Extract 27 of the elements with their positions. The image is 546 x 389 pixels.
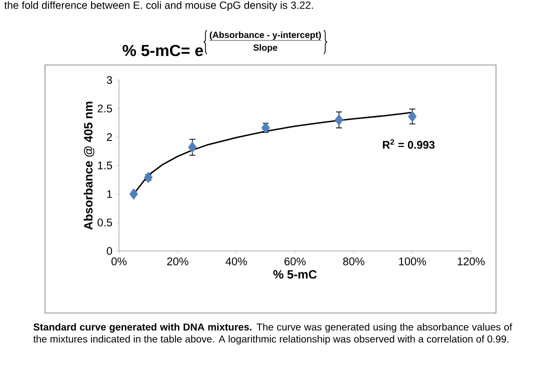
point	[188, 142, 197, 153]
y-tick-label: 0	[106, 247, 112, 255]
x-tick-label: 60%	[284, 258, 306, 266]
x-tick-label: 20%	[167, 258, 188, 266]
y-tick-label: 3	[106, 76, 112, 84]
point	[129, 188, 138, 200]
x-tick-label: 80%	[343, 258, 364, 266]
x-tick-label: 120%	[458, 258, 485, 266]
point	[334, 114, 344, 126]
x-tick-label: 0%	[111, 258, 127, 266]
y-tick-label: 2.5	[98, 104, 112, 112]
y-axis-title: Absorbance @ 405 nm	[84, 102, 94, 230]
text: Slope	[253, 44, 278, 53]
x-tick-label: 100%	[399, 258, 426, 266]
y-tick-label: 0.5	[98, 218, 112, 226]
x-axis-title: % 5-mC	[273, 270, 317, 279]
point	[408, 110, 417, 122]
text: Standard curve generated with DNA mixtures. The curve was generated using the absorbance values of the mixtures indicated in the table above. A logarithmic relationship was observed with a correlation of 0.99.	[33, 323, 512, 345]
y-tick-label: 1	[107, 190, 112, 198]
text: the fold difference between E. coli and mouse CpG density is 3.22.	[4, 1, 313, 11]
annotation: R$^{2}$ = 0.993	[382, 139, 435, 149]
text: (Absorbance - y-intercept)	[210, 31, 321, 40]
x-tick-label: 40%	[226, 258, 247, 266]
y-tick-label: 2	[106, 133, 112, 141]
point	[144, 172, 153, 184]
chart-title: % 5-mC= e	[122, 44, 204, 56]
y-tick-label: 1.5	[98, 162, 112, 170]
